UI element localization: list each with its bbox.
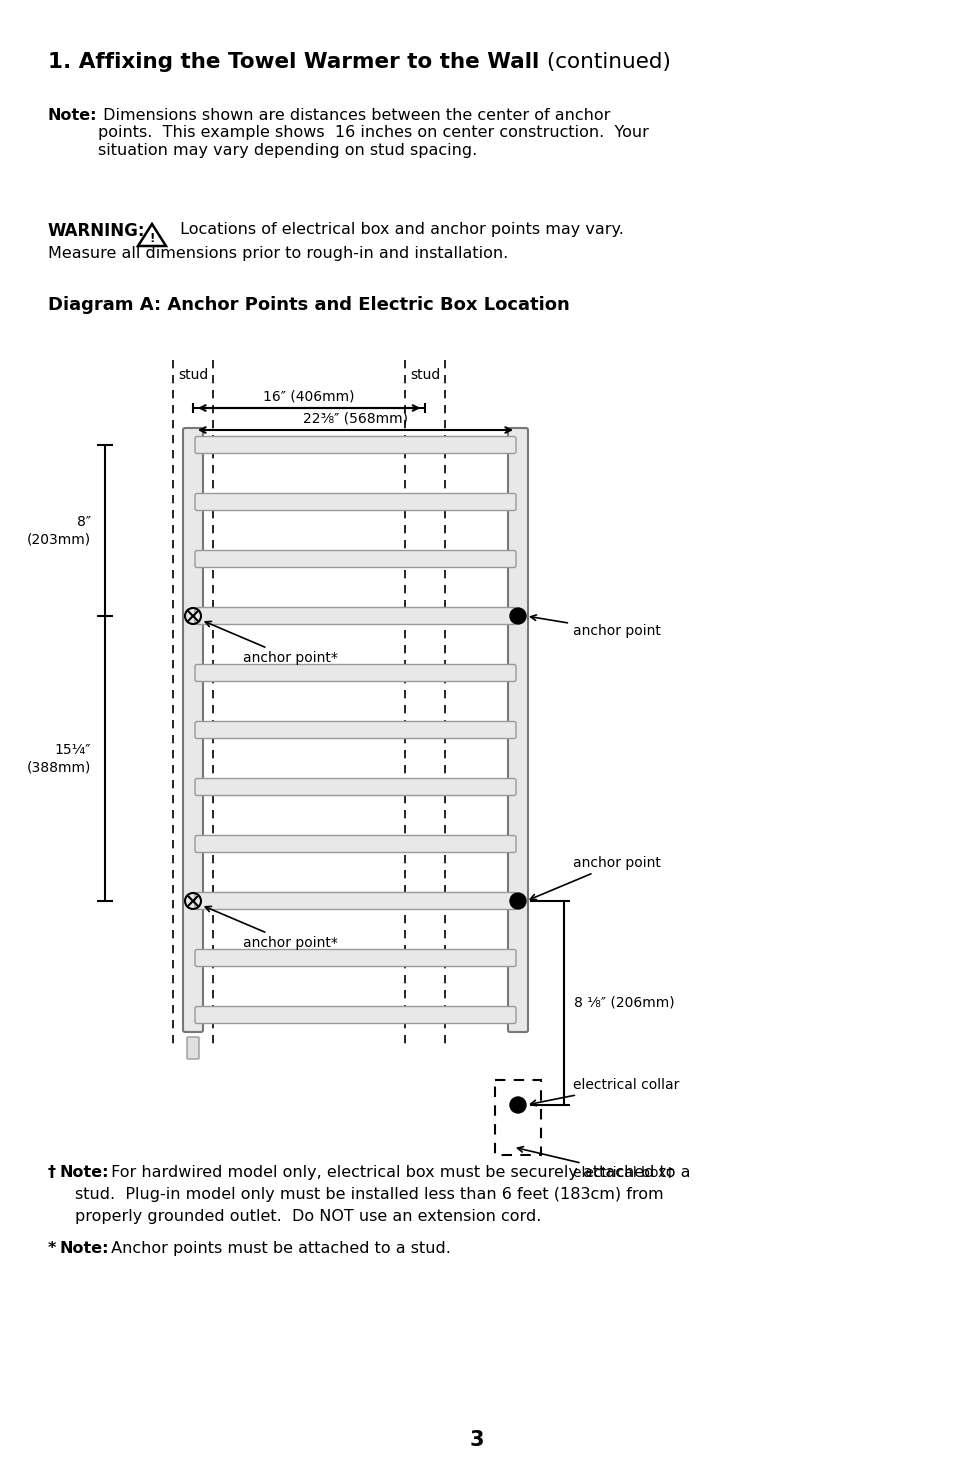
Bar bbox=[495, 1080, 540, 1155]
Circle shape bbox=[510, 892, 525, 909]
FancyBboxPatch shape bbox=[194, 835, 516, 853]
Text: electrical box†: electrical box† bbox=[517, 1146, 673, 1180]
Text: (continued): (continued) bbox=[539, 52, 670, 72]
Text: 15¹⁄₄″
(388mm): 15¹⁄₄″ (388mm) bbox=[27, 743, 91, 774]
FancyBboxPatch shape bbox=[194, 437, 516, 453]
FancyBboxPatch shape bbox=[183, 428, 203, 1032]
Text: Note:: Note: bbox=[48, 108, 97, 122]
Text: 8 ¹⁄₈″ (206mm): 8 ¹⁄₈″ (206mm) bbox=[574, 996, 674, 1010]
Text: 16″ (406mm): 16″ (406mm) bbox=[263, 389, 355, 404]
Text: Dimensions shown are distances between the center of anchor
points.  This exampl: Dimensions shown are distances between t… bbox=[98, 108, 648, 158]
Text: stud.  Plug-in model only must be installed less than 6 feet (183cm) from: stud. Plug-in model only must be install… bbox=[75, 1187, 663, 1202]
FancyBboxPatch shape bbox=[194, 494, 516, 510]
Text: !: ! bbox=[150, 233, 154, 245]
FancyBboxPatch shape bbox=[194, 665, 516, 681]
Text: *: * bbox=[48, 1240, 56, 1257]
Text: 3: 3 bbox=[469, 1429, 484, 1450]
Text: anchor point: anchor point bbox=[530, 615, 660, 639]
Text: Anchor points must be attached to a stud.: Anchor points must be attached to a stud… bbox=[106, 1240, 451, 1257]
Text: electrical collar: electrical collar bbox=[530, 1078, 679, 1106]
Text: stud: stud bbox=[177, 367, 208, 382]
Circle shape bbox=[510, 1097, 525, 1114]
Circle shape bbox=[510, 608, 525, 624]
Text: †: † bbox=[48, 1165, 56, 1180]
FancyBboxPatch shape bbox=[194, 608, 516, 624]
FancyBboxPatch shape bbox=[507, 428, 527, 1032]
Text: stud: stud bbox=[410, 367, 440, 382]
FancyBboxPatch shape bbox=[194, 950, 516, 966]
Text: Diagram A: Anchor Points and Electric Box Location: Diagram A: Anchor Points and Electric Bo… bbox=[48, 296, 569, 314]
Text: WARNING:: WARNING: bbox=[48, 223, 146, 240]
Text: properly grounded outlet.  Do NOT use an extension cord.: properly grounded outlet. Do NOT use an … bbox=[75, 1210, 540, 1224]
Text: 22³⁄₈″ (568mm): 22³⁄₈″ (568mm) bbox=[303, 412, 408, 426]
Text: 8″
(203mm): 8″ (203mm) bbox=[27, 515, 91, 546]
FancyBboxPatch shape bbox=[194, 779, 516, 795]
Text: Measure all dimensions prior to rough-in and installation.: Measure all dimensions prior to rough-in… bbox=[48, 246, 508, 261]
FancyBboxPatch shape bbox=[194, 550, 516, 568]
Text: anchor point*: anchor point* bbox=[205, 621, 337, 665]
FancyBboxPatch shape bbox=[194, 1006, 516, 1024]
Text: Locations of electrical box and anchor points may vary.: Locations of electrical box and anchor p… bbox=[174, 223, 623, 237]
FancyBboxPatch shape bbox=[194, 892, 516, 910]
Text: Note:: Note: bbox=[60, 1165, 110, 1180]
Text: 1. Affixing the Towel Warmer to the Wall: 1. Affixing the Towel Warmer to the Wall bbox=[48, 52, 538, 72]
Text: Note:: Note: bbox=[60, 1240, 110, 1257]
FancyBboxPatch shape bbox=[187, 1037, 199, 1059]
Text: anchor point: anchor point bbox=[530, 855, 660, 900]
Text: anchor point*: anchor point* bbox=[205, 907, 337, 950]
Text: For hardwired model only, electrical box must be securely attached to a: For hardwired model only, electrical box… bbox=[106, 1165, 690, 1180]
FancyBboxPatch shape bbox=[194, 721, 516, 739]
